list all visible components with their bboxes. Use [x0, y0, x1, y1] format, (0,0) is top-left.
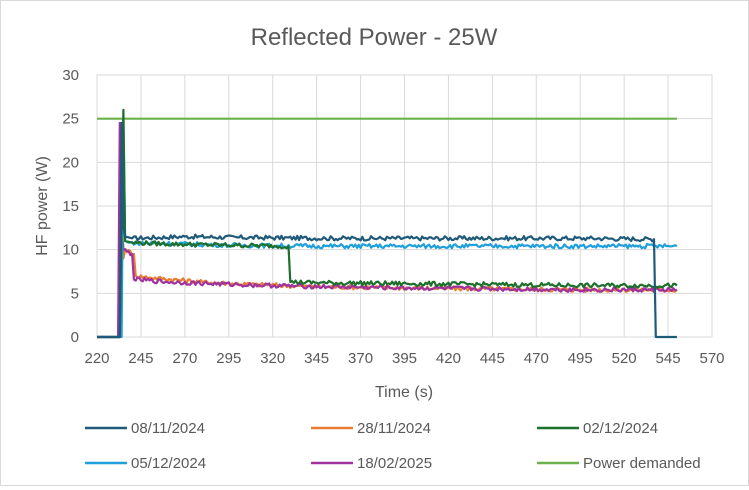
x-axis-label: Time (s)	[375, 384, 433, 401]
x-tick-label: 270	[172, 350, 197, 367]
y-tick-label: 30	[62, 67, 79, 84]
x-tick-label: 320	[260, 350, 285, 367]
y-tick-label: 5	[71, 285, 79, 302]
legend-label: 28/11/2024	[357, 420, 431, 437]
plot-border	[96, 74, 713, 338]
y-tick-label: 25	[62, 111, 79, 128]
x-tick-label: 370	[348, 350, 373, 367]
x-tick-label: 395	[392, 350, 417, 367]
plot-area	[96, 74, 713, 338]
x-tick-label: 345	[304, 350, 329, 367]
legend-label: 02/12/2024	[583, 420, 658, 437]
x-tick-label: 445	[480, 350, 505, 367]
series-line	[97, 121, 678, 339]
series-line	[97, 121, 677, 339]
x-tick-label: 245	[128, 350, 153, 367]
legend-label: Power demanded	[583, 455, 701, 472]
series-line	[97, 117, 678, 339]
y-tick-label: 20	[62, 154, 79, 171]
series-line	[97, 126, 678, 339]
x-tick-label: 520	[612, 350, 637, 367]
legend-label: 05/12/2024	[131, 455, 206, 472]
legend-item: Power demanded	[537, 455, 701, 472]
x-tick-label: 420	[436, 350, 461, 367]
y-tick-label: 10	[62, 242, 79, 259]
series-layer	[97, 108, 678, 339]
legend-label: 18/02/2025	[357, 455, 432, 472]
x-tick-label: 220	[84, 350, 109, 367]
x-axis-tick-labels: 220 245 270 295 320 345 370 395 420 445 470 495 520 5…	[84, 350, 724, 367]
legend: 08/11/2024 28/11/2024 02/12/2024 05/12/2024…	[85, 420, 701, 472]
x-tick-label: 545	[656, 350, 681, 367]
x-tick-label: 470	[524, 350, 549, 367]
legend-item: 28/11/2024	[311, 420, 431, 437]
series-line	[97, 108, 678, 339]
legend-item: 18/02/2025	[311, 455, 432, 472]
legend-item: 05/12/2024	[85, 455, 206, 472]
x-tick-label: 295	[216, 350, 241, 367]
legend-item: 02/12/2024	[537, 420, 658, 437]
legend-item: 08/11/2024	[85, 420, 205, 437]
y-axis-label: HF power (W)	[34, 156, 51, 256]
x-tick-label: 570	[699, 350, 724, 367]
legend-label: 08/11/2024	[131, 420, 205, 437]
y-axis-tick-labels: 0 5 10 15 20 25 30	[62, 67, 79, 346]
y-tick-label: 0	[71, 329, 79, 346]
gridlines	[96, 74, 713, 338]
chart-title: Reflected Power - 25W	[251, 24, 498, 51]
x-tick-label: 495	[568, 350, 593, 367]
y-tick-label: 15	[62, 198, 79, 215]
